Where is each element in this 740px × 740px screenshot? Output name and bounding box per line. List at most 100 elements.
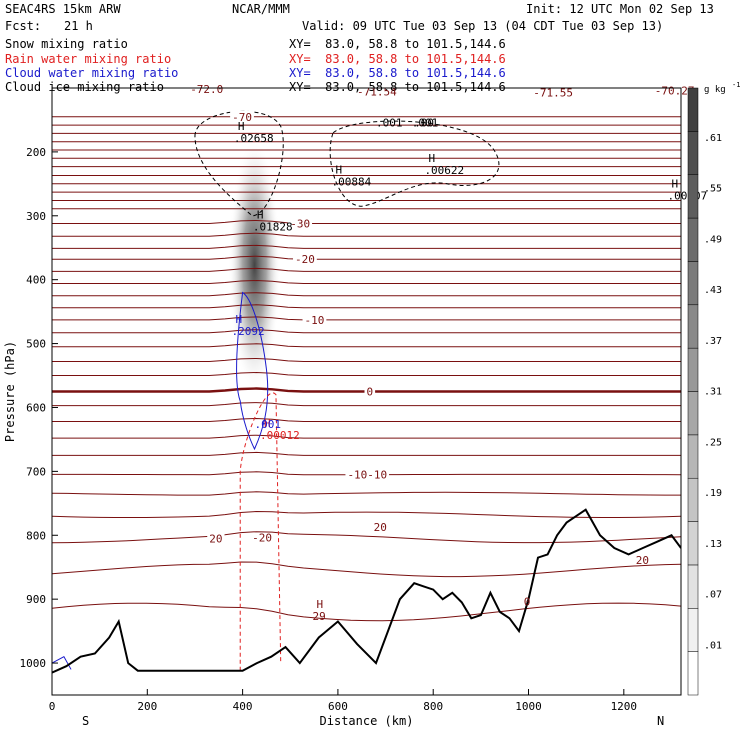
extremum-letter: H	[316, 598, 323, 611]
isotherm-line	[52, 434, 681, 439]
y-tick-label: 800	[26, 529, 46, 542]
y-tick-label: 300	[26, 210, 46, 223]
y-tick-label: 900	[26, 593, 46, 606]
colorbar-tick-label: .49	[704, 234, 722, 245]
isotherm-line	[52, 232, 681, 237]
colorbar-swatch	[687, 564, 699, 609]
colorbar-swatch	[687, 521, 699, 566]
isotherm-line	[52, 219, 681, 224]
isotherm-label: -20	[295, 253, 315, 266]
isotherm-line	[52, 329, 681, 334]
extremum-value: .01828	[253, 220, 293, 233]
plot-frame	[51, 87, 682, 696]
colorbar-swatch	[687, 304, 699, 349]
extremum-value: .00012	[260, 429, 300, 442]
colorbar-swatch	[687, 174, 699, 219]
isotherm-line	[52, 343, 681, 348]
legend-cloud-ice: Cloud ice mixing ratio	[5, 80, 164, 94]
x-tick-label: 1200	[611, 700, 638, 713]
extremum-letter: H	[235, 313, 242, 326]
legend-rain: Rain water mixing ratio	[5, 52, 172, 66]
isotherm-label: -10	[305, 314, 325, 327]
isotherm-line	[52, 292, 681, 297]
extremum-letter: H	[238, 120, 245, 133]
colorbar-swatch	[687, 391, 699, 436]
legend-rain-xy: XY= 83.0, 58.8 to 101.5,144.6	[289, 52, 506, 66]
colorbar-tick-label: .37	[704, 336, 722, 347]
temperature-label: 20	[374, 521, 387, 534]
extremum-value: .2092	[231, 325, 264, 338]
isotherm-line	[52, 602, 681, 622]
colorbar-swatch	[687, 87, 699, 132]
y-tick-label: 500	[26, 338, 46, 351]
extremum-value: .02658	[234, 132, 274, 145]
extremum-letter: H	[257, 208, 264, 221]
x-tick-label: 200	[137, 700, 157, 713]
colorbar-swatch	[687, 434, 699, 479]
colorbar-tick-label: .19	[704, 488, 722, 499]
extremum-value: .00884	[332, 176, 372, 189]
isotherm-label-bg	[230, 110, 254, 123]
snow-contour	[329, 120, 500, 207]
isotherm-label: -30	[290, 217, 310, 230]
temperature-label: -71.55	[533, 86, 573, 99]
isotherm-line	[52, 531, 681, 544]
model-title: SEAC4RS 15km ARW	[5, 2, 121, 16]
center-label: NCAR/MMM	[232, 2, 290, 16]
colorbar-unit-sup: -1	[732, 81, 740, 89]
colorbar-swatch	[687, 651, 699, 696]
x-end-label-right: N	[657, 714, 664, 728]
colorbar-tick-label: .01	[704, 640, 722, 651]
isotherm-line	[52, 267, 681, 272]
colorbar-unit: g kg	[704, 85, 726, 95]
isotherm-label: 0	[367, 386, 374, 399]
isotherm-label-bg	[302, 313, 327, 326]
fcst-label: Fcst:	[5, 19, 42, 33]
cloud-water-contour	[236, 291, 269, 451]
extremum-value: .00007	[667, 190, 707, 203]
x-tick-label: 800	[423, 700, 443, 713]
colorbar-swatch	[687, 608, 699, 652]
y-tick-label: 400	[26, 274, 46, 287]
temperature-label: -72.0	[190, 83, 223, 96]
extremum-letter: H	[671, 178, 678, 191]
colorbar-tick-label: .55	[704, 184, 722, 195]
legend-cloud-water-xy: XY= 83.0, 58.8 to 101.5,144.6	[289, 66, 506, 80]
extremum-letter: H	[264, 417, 271, 430]
isotherm-label-bg	[207, 532, 225, 545]
fcst-value: 21 h	[64, 19, 93, 33]
isotherm-line	[52, 304, 681, 309]
colorbar-swatch	[687, 217, 699, 262]
y-tick-label: 600	[26, 401, 46, 414]
temperature-label: -20	[252, 532, 272, 545]
extremum-value: 29	[312, 610, 325, 623]
isotherm-line	[52, 255, 681, 260]
colorbar-swatch	[687, 261, 699, 306]
y-tick-label: 200	[26, 146, 46, 159]
legend-snow-xy: XY= 83.0, 58.8 to 101.5,144.6	[289, 37, 506, 51]
x-end-label-left: S	[82, 714, 89, 728]
colorbar-swatch	[687, 477, 699, 522]
isotherm-line	[52, 357, 681, 362]
cloud-ice-shading	[228, 139, 281, 392]
colorbar-tick-label: .07	[704, 590, 722, 601]
temperature-label: -71.54	[357, 86, 397, 99]
colorbar-tick-label: .25	[704, 437, 722, 448]
contour-label: .001	[376, 116, 403, 129]
isotherm-line	[52, 316, 681, 321]
colorbar-swatch	[687, 347, 699, 392]
y-tick-label: 1000	[20, 657, 47, 670]
isotherm-line	[52, 371, 681, 376]
x-axis-label: Distance (km)	[320, 714, 414, 728]
isotherm-line	[52, 451, 681, 456]
valid-time: Valid: 09 UTC Tue 03 Sep 13 (04 CDT Tue …	[302, 19, 664, 33]
isotherm-label: -70	[232, 111, 252, 124]
init-time: Init: 12 UTC Mon 02 Sep 13	[526, 2, 714, 16]
x-tick-label: 1000	[515, 700, 542, 713]
isotherm-line	[52, 561, 681, 578]
isotherm-line	[52, 417, 681, 422]
legend-cloud-ice-xy: XY= 83.0, 58.8 to 101.5,144.6	[289, 80, 506, 94]
terrain-line	[52, 508, 681, 674]
